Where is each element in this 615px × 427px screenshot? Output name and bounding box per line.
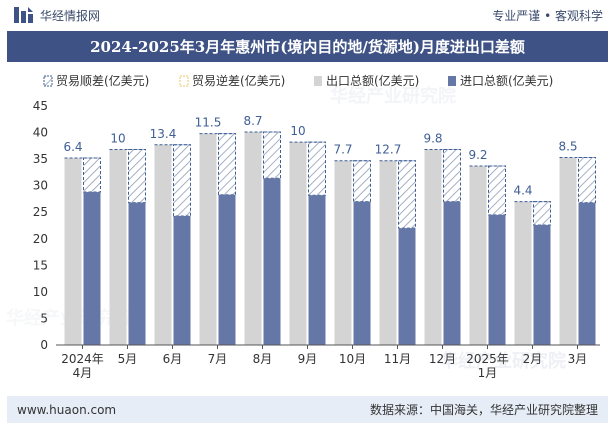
watermark-text: 华经产业研究院 bbox=[330, 85, 456, 107]
import-bar bbox=[83, 192, 101, 345]
surplus-bar bbox=[128, 149, 146, 204]
surplus-bar bbox=[83, 157, 101, 193]
footer: www.huaon.com 数据来源：中国海关，华经产业研究院整理 bbox=[7, 396, 608, 423]
surplus-bar bbox=[578, 157, 596, 204]
export-bar bbox=[559, 157, 577, 345]
brand-name: 华经情报网 bbox=[40, 8, 101, 23]
surplus-value-label: 9.2 bbox=[468, 148, 487, 162]
surplus-bar bbox=[488, 165, 506, 216]
legend-swatch-surplus bbox=[43, 75, 53, 87]
y-axis: 0 5 10 15 20 25 30 35 40 45 bbox=[33, 99, 48, 352]
y-tick-label: 10 bbox=[33, 285, 48, 299]
surplus-bar bbox=[173, 144, 191, 217]
surplus-value-label: 11.5 bbox=[195, 116, 222, 130]
surplus-value-label: 7.7 bbox=[333, 143, 352, 157]
export-bar bbox=[334, 160, 352, 345]
surplus-value-label: 12.7 bbox=[375, 143, 402, 157]
top-bar: 华经情报网 专业严谨 • 客观科学 bbox=[0, 0, 615, 30]
y-tick-label: 35 bbox=[33, 152, 48, 166]
surplus-value-label: 10 bbox=[110, 132, 125, 146]
x-tick-label: 10月 bbox=[339, 352, 366, 366]
legend-swatch-deficit bbox=[179, 75, 189, 87]
chart-legend: 贸易顺差(亿美元) 贸易逆差(亿美元) 出口总额(亿美元) 进口总额(亿美元) bbox=[43, 73, 553, 88]
legend-label-deficit: 贸易逆差(亿美元) bbox=[192, 73, 285, 88]
surplus-value-label: 8.5 bbox=[558, 140, 577, 154]
chart-title: 2024-2025年3月年惠州市(境内目的地/货源地)月度进出口差额 bbox=[7, 31, 608, 62]
surplus-bar bbox=[398, 160, 416, 229]
x-tick-label: 2月 bbox=[523, 352, 543, 366]
import-bar bbox=[173, 215, 191, 345]
surplus-bar bbox=[308, 141, 326, 196]
y-tick-label: 0 bbox=[40, 338, 48, 352]
import-bar bbox=[218, 194, 236, 345]
chart: 贸易顺差(亿美元) 贸易逆差(亿美元) 出口总额(亿美元) 进口总额(亿美元) 华经产… bbox=[6, 73, 600, 380]
legend-label-export: 出口总额(亿美元) bbox=[326, 73, 419, 88]
x-tick-label: 12月 bbox=[429, 352, 456, 366]
export-bar bbox=[469, 166, 487, 345]
import-bar bbox=[488, 214, 506, 345]
surplus-bar bbox=[533, 201, 551, 226]
surplus-value-label: 9.8 bbox=[423, 132, 442, 146]
import-bar bbox=[353, 201, 371, 345]
surplus-value-label: 4.4 bbox=[513, 184, 532, 198]
surplus-bar bbox=[443, 149, 461, 203]
export-bar bbox=[154, 144, 172, 345]
brand: 华经情报网 bbox=[12, 5, 100, 25]
import-bar bbox=[398, 228, 416, 345]
import-bar bbox=[578, 202, 596, 345]
x-tick-label: 7月 bbox=[208, 352, 228, 366]
export-bar bbox=[109, 149, 127, 345]
y-tick-label: 15 bbox=[33, 258, 48, 272]
website-link[interactable]: www.huaon.com bbox=[17, 402, 117, 417]
legend-swatch-export bbox=[314, 76, 322, 86]
surplus-bar bbox=[218, 133, 236, 196]
surplus-value-label: 13.4 bbox=[150, 127, 177, 141]
data-labels: 6.4 10 13.4 11.5 8.7 10 7.7 12.7 9.8 9.2 4.4 8.5 bbox=[63, 114, 577, 198]
x-tick-label: 6月 bbox=[163, 352, 183, 366]
import-bar bbox=[308, 195, 326, 345]
watermark-text: 华经产业研究院 bbox=[440, 350, 566, 372]
y-tick-label: 5 bbox=[40, 311, 48, 325]
legend-swatch-import bbox=[448, 76, 456, 86]
y-tick-label: 20 bbox=[33, 232, 48, 246]
x-tick-label: 1月 bbox=[478, 366, 498, 380]
export-bar bbox=[379, 160, 397, 345]
export-bar bbox=[424, 149, 442, 345]
legend-label-surplus: 贸易顺差(亿美元) bbox=[56, 73, 149, 88]
surplus-value-label: 6.4 bbox=[63, 140, 82, 154]
export-bar bbox=[199, 133, 217, 345]
surplus-bar bbox=[263, 131, 281, 179]
export-bar bbox=[64, 158, 82, 345]
legend-label-import: 进口总额(亿美元) bbox=[460, 73, 553, 88]
x-tick-label: 3月 bbox=[568, 352, 588, 366]
export-bar bbox=[514, 201, 532, 345]
x-tick-label: 8月 bbox=[253, 352, 273, 366]
surplus-value-label: 8.7 bbox=[243, 114, 262, 128]
x-tick-label: 11月 bbox=[384, 352, 411, 366]
export-bar bbox=[289, 142, 307, 345]
export-bar bbox=[244, 132, 262, 345]
import-bar bbox=[128, 202, 146, 345]
y-tick-label: 40 bbox=[33, 126, 48, 140]
slogan: 专业严谨 • 客观科学 bbox=[492, 8, 603, 23]
x-tick-label: 5月 bbox=[118, 352, 138, 366]
y-tick-label: 30 bbox=[33, 179, 48, 193]
x-tick-label: 4月 bbox=[73, 366, 93, 380]
x-tick-label: 2025年 bbox=[466, 352, 509, 366]
brand-logo-icon bbox=[14, 7, 33, 23]
x-tick-label: 9月 bbox=[298, 352, 318, 366]
surplus-value-label: 10 bbox=[290, 124, 305, 138]
bars bbox=[64, 131, 596, 345]
surplus-bar bbox=[353, 160, 371, 203]
y-tick-label: 25 bbox=[33, 205, 48, 219]
data-source: 数据来源：中国海关，华经产业研究院整理 bbox=[369, 403, 598, 417]
import-bar bbox=[443, 201, 461, 345]
x-tick-label: 2024年 bbox=[61, 352, 104, 366]
import-bar bbox=[533, 224, 551, 345]
y-tick-label: 45 bbox=[33, 99, 48, 113]
import-bar bbox=[263, 178, 281, 345]
